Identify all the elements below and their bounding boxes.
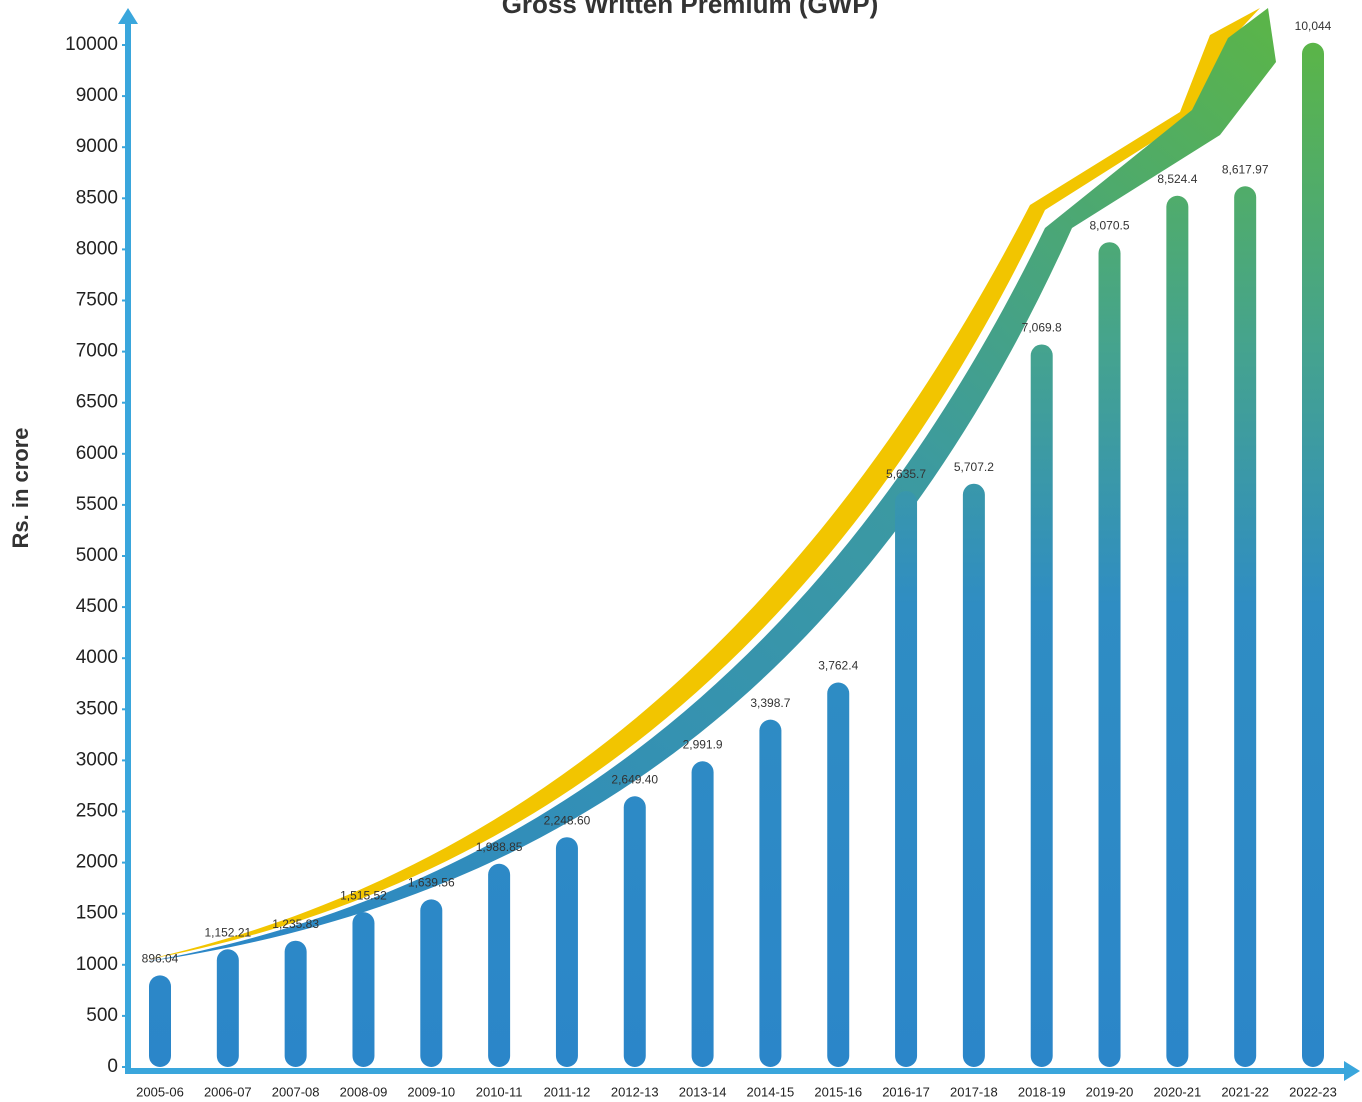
bar <box>623 796 646 1067</box>
value-label: 2,248.60 <box>544 813 591 827</box>
y-tick-label: 5500 <box>76 494 118 515</box>
x-tick-label: 2015-16 <box>814 1084 862 1099</box>
y-tick-label: 6000 <box>76 443 118 464</box>
y-tick-label: 4000 <box>76 647 118 668</box>
bar <box>895 491 918 1067</box>
bar <box>149 975 171 1067</box>
x-tick-label: 2021-22 <box>1221 1084 1269 1099</box>
y-tick-label: 8000 <box>76 238 118 259</box>
value-label: 3,398.7 <box>750 696 790 710</box>
y-tick-label: 7500 <box>76 290 118 311</box>
x-axis-arrow <box>1344 1061 1360 1081</box>
value-label: 7,069.8 <box>1022 321 1062 335</box>
x-tick-label: 2009-10 <box>407 1084 455 1099</box>
x-tick-label: 2005-06 <box>136 1084 184 1099</box>
y-tick-label: 3500 <box>76 698 118 719</box>
y-tick-label: 3000 <box>76 749 118 770</box>
y-tick-label: 1500 <box>76 903 118 924</box>
x-tick-label: 2010-11 <box>476 1084 523 1099</box>
value-label: 8,524.4 <box>1157 172 1197 186</box>
value-label: 8,070.5 <box>1090 218 1130 232</box>
y-tick-label: 2500 <box>76 801 118 822</box>
value-label: 1,235.83 <box>272 917 319 931</box>
bar <box>284 940 307 1067</box>
y-tick-label: 5000 <box>76 545 118 566</box>
x-tick-label: 2012-13 <box>611 1084 659 1099</box>
bar <box>962 483 985 1068</box>
bar <box>420 899 443 1067</box>
bar <box>488 863 511 1067</box>
y-axis-label: Rs. in crore <box>8 427 33 548</box>
value-label: 5,635.7 <box>886 467 926 481</box>
x-tick-label: 2016-17 <box>882 1084 930 1099</box>
x-tick-label: 2018-19 <box>1018 1084 1066 1099</box>
y-axis-arrow <box>118 8 138 24</box>
value-label: 1,515.52 <box>340 888 387 902</box>
value-label: 2,649.40 <box>611 772 658 786</box>
y-tick-label: 9000 <box>76 136 118 157</box>
value-label: 1,152.21 <box>204 925 251 939</box>
bar <box>691 761 714 1067</box>
y-tick-label: 4500 <box>76 596 118 617</box>
x-tick-label: 2008-09 <box>340 1084 388 1099</box>
x-tick-label: 2011-12 <box>544 1084 591 1099</box>
x-tick-label: 2013-14 <box>679 1084 727 1099</box>
x-tick-label: 2019-20 <box>1086 1084 1134 1099</box>
y-tick-label: 8500 <box>76 187 118 208</box>
bar <box>216 949 239 1067</box>
chart-title: Gross Written Premium (GWP) <box>502 0 879 19</box>
x-tick-label: 2022-23 <box>1289 1084 1337 1099</box>
x-tick-label: 2014-15 <box>747 1084 795 1099</box>
bar <box>827 682 850 1067</box>
value-label: 1,639.56 <box>408 876 455 890</box>
x-tick-label: 2017-18 <box>950 1084 998 1099</box>
value-label: 8,617.97 <box>1222 162 1269 176</box>
value-label: 5,707.2 <box>954 460 994 474</box>
value-label: 3,762.4 <box>818 659 858 673</box>
value-label: 10,044 <box>1295 19 1332 33</box>
value-label: 1,988.85 <box>476 840 523 854</box>
y-tick-label: 2000 <box>76 852 118 873</box>
value-label: 2,991.9 <box>683 737 723 751</box>
value-label: 896.04 <box>142 952 179 966</box>
y-tick-label: 7000 <box>76 341 118 362</box>
y-tick-label: 1000 <box>76 954 118 975</box>
y-tick-label: 10000 <box>65 34 118 55</box>
y-tick-label: 6500 <box>76 392 118 413</box>
bar <box>1098 242 1121 1068</box>
y-tick-label: 500 <box>86 1005 118 1026</box>
bar <box>352 912 375 1067</box>
x-tick-label: 2020-21 <box>1153 1084 1201 1099</box>
x-tick-label: 2007-08 <box>272 1084 320 1099</box>
bar <box>1234 186 1257 1067</box>
bar <box>1030 344 1053 1067</box>
x-tick-label: 2006-07 <box>204 1084 252 1099</box>
bar <box>1166 195 1189 1067</box>
bar <box>1302 42 1324 1068</box>
y-tick-label: 9000 <box>76 85 118 106</box>
y-tick-label: 0 <box>107 1056 118 1077</box>
bar <box>555 837 578 1067</box>
bar <box>759 719 782 1067</box>
